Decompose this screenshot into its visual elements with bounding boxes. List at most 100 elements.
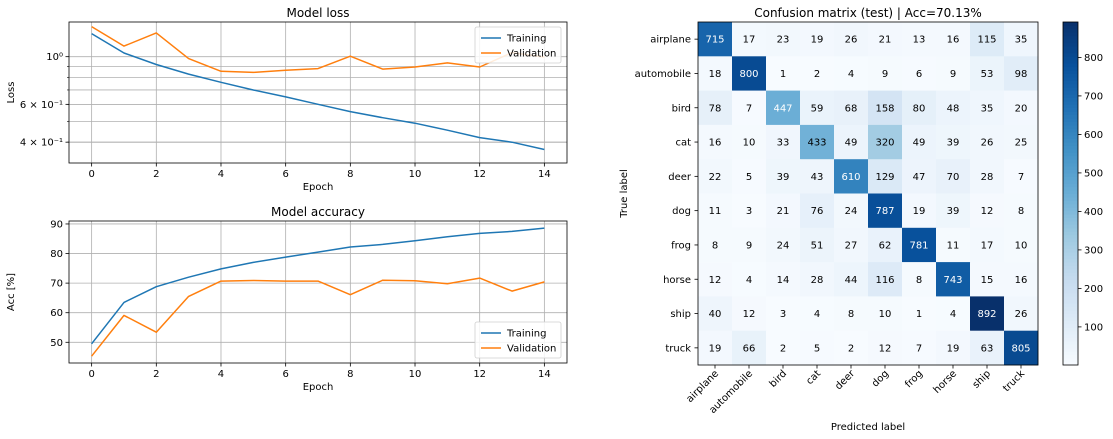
x-tick-label: frog (903, 368, 925, 390)
colorbar-segment (1063, 49, 1078, 54)
colorbar-segment (1063, 121, 1078, 126)
matrix-cell (868, 124, 903, 160)
x-tick-label: 0 (88, 369, 94, 380)
colorbar-segment (1063, 107, 1078, 112)
x-tick-label: 2 (153, 369, 159, 380)
cell-value: 28 (811, 275, 824, 286)
cell-value: 76 (811, 206, 824, 217)
cell-value: 59 (811, 103, 824, 114)
matrix-cell (936, 90, 971, 126)
cell-value: 63 (981, 343, 994, 354)
matrix-cell (732, 193, 767, 229)
matrix-cell (732, 90, 767, 126)
cell-value: 98 (1015, 69, 1028, 80)
matrix-cell (936, 296, 971, 331)
matrix-cell (970, 22, 1005, 57)
colorbar-segment (1063, 238, 1078, 243)
cell-value: 1 (916, 309, 922, 320)
colorbar-segment (1063, 142, 1078, 146)
matrix-cell (800, 227, 835, 263)
cell-value: 49 (913, 138, 926, 149)
colorbar-segment (1063, 248, 1078, 253)
matrix-cell (698, 227, 733, 263)
y-tick-label: dog (672, 206, 691, 217)
matrix-cell (902, 262, 937, 297)
colorbar-segment (1063, 111, 1078, 116)
colorbar-segment (1063, 73, 1078, 78)
cell-value: 49 (845, 138, 858, 149)
y-axis-label: True label (619, 169, 630, 219)
colorbar-segment (1063, 128, 1078, 133)
colorbar-segment (1063, 104, 1078, 109)
y-tick-label: bird (672, 103, 691, 114)
cell-value: 4 (848, 69, 854, 80)
colorbar-segment (1063, 340, 1078, 345)
colorbar-segment (1063, 22, 1078, 26)
matrix-cell (1004, 22, 1039, 57)
colorbar-segment (1063, 286, 1078, 291)
cell-value: 19 (947, 343, 960, 354)
matrix-cell (766, 227, 801, 263)
x-tick-label: deer (833, 368, 858, 393)
cell-value: 35 (1015, 35, 1028, 46)
colorbar-segment (1063, 138, 1078, 143)
matrix-cell (1004, 56, 1039, 91)
cell-value: 21 (879, 35, 892, 46)
matrix-cell (936, 193, 971, 229)
colorbar-tick-label: 400 (1084, 207, 1103, 218)
matrix-cell (766, 56, 801, 91)
x-tick-label: truck (1001, 368, 1027, 394)
matrix-cell (732, 159, 767, 194)
x-tick-label: 8 (347, 169, 353, 180)
matrix-cell (698, 296, 733, 331)
matrix-cell (834, 330, 869, 366)
cell-value: 16 (1015, 275, 1028, 286)
cell-value: 433 (807, 138, 826, 149)
matrix-cell (868, 193, 903, 229)
matrix-cell (970, 90, 1005, 126)
colorbar-segment (1063, 358, 1078, 363)
y-tick-label: 90 (50, 219, 63, 230)
colorbar-segment (1063, 172, 1078, 177)
cell-value: 16 (709, 138, 722, 149)
colorbar-segment (1063, 90, 1078, 95)
matrix-cell (834, 159, 869, 194)
matrix-cell (698, 159, 733, 194)
cell-value: 26 (1015, 309, 1028, 320)
cell-value: 5 (814, 343, 820, 354)
colorbar-segment (1063, 87, 1078, 92)
colorbar-segment (1063, 76, 1078, 81)
colorbar-segment (1063, 234, 1078, 239)
cell-value: 2 (848, 343, 854, 354)
y-tick-label: 6 × 10⁻¹ (20, 100, 63, 111)
cell-value: 23 (777, 35, 790, 46)
cell-value: 66 (743, 343, 756, 354)
colorbar-tick-label: 800 (1084, 53, 1103, 64)
colorbar-segment (1063, 265, 1078, 270)
cell-value: 4 (814, 309, 820, 320)
y-tick-label: horse (663, 275, 691, 286)
matrix-cell (800, 159, 835, 194)
x-tick-label: 12 (473, 369, 486, 380)
x-tick-label: 0 (88, 169, 94, 180)
matrix-cell (800, 124, 835, 160)
colorbar-segment (1063, 262, 1078, 267)
x-tick-label: bird (768, 368, 790, 390)
cell-value: 7 (1018, 172, 1024, 183)
y-tick-label: truck (665, 343, 691, 354)
colorbar-segment (1063, 193, 1078, 198)
matrix-cell (902, 56, 937, 91)
matrix-cell (902, 90, 937, 126)
y-tick-label: cat (675, 138, 691, 149)
colorbar-segment (1063, 148, 1078, 153)
x-tick-label: 14 (538, 369, 551, 380)
cell-value: 35 (981, 103, 994, 114)
y-tick-label: automobile (635, 69, 691, 80)
colorbar-segment (1063, 351, 1078, 356)
cell-value: 115 (977, 35, 996, 46)
y-tick-label: airplane (650, 35, 691, 46)
colorbar-segment (1063, 255, 1078, 260)
series-line-validation (91, 277, 545, 357)
cell-value: 610 (841, 172, 860, 183)
